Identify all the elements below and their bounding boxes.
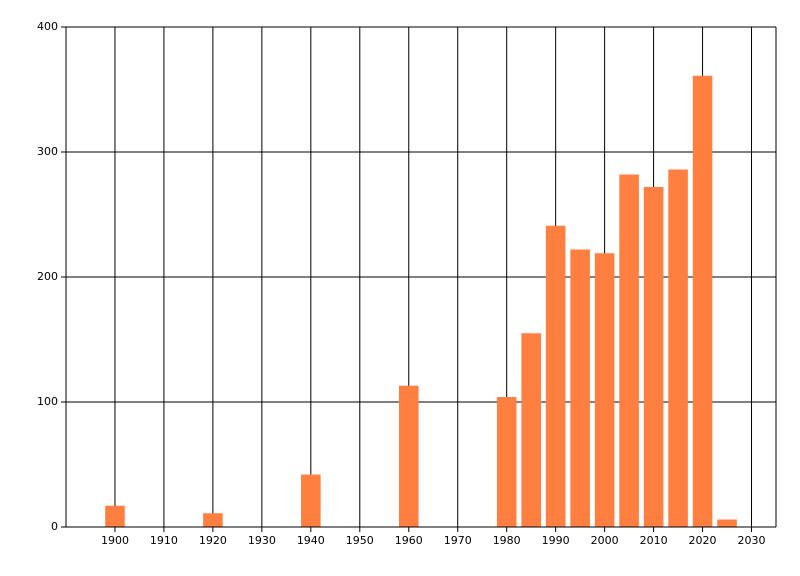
bar xyxy=(692,75,713,527)
bar xyxy=(521,333,541,527)
y-tick-label: 200 xyxy=(37,270,58,283)
bar xyxy=(398,385,419,527)
bar xyxy=(668,169,688,527)
bar xyxy=(105,505,125,527)
x-tick-label: 2030 xyxy=(738,534,766,547)
x-tick-label: 1920 xyxy=(199,534,227,547)
x-tick-label: 2010 xyxy=(640,534,668,547)
x-tick-label: 2020 xyxy=(689,534,717,547)
x-tick-label: 1960 xyxy=(395,534,423,547)
x-tick-label: 1930 xyxy=(248,534,276,547)
bar xyxy=(570,249,590,527)
bar xyxy=(717,519,737,527)
bar xyxy=(545,225,566,527)
x-tick-label: 1900 xyxy=(101,534,129,547)
x-tick-label: 2000 xyxy=(591,534,619,547)
bar xyxy=(594,253,615,527)
y-tick-label: 100 xyxy=(37,395,58,408)
x-tick-label: 1950 xyxy=(346,534,374,547)
bar xyxy=(643,187,664,527)
x-tick-label: 1910 xyxy=(150,534,178,547)
bar xyxy=(496,397,517,527)
bar xyxy=(301,474,321,527)
y-tick-label: 300 xyxy=(37,145,58,158)
y-tick-label: 400 xyxy=(37,20,58,33)
x-tick-label: 1940 xyxy=(297,534,325,547)
bar xyxy=(619,174,639,527)
y-tick-label: 0 xyxy=(51,520,58,533)
bar xyxy=(203,513,223,527)
x-tick-label: 1980 xyxy=(493,534,521,547)
x-tick-label: 1990 xyxy=(542,534,570,547)
x-tick-label: 1970 xyxy=(444,534,472,547)
